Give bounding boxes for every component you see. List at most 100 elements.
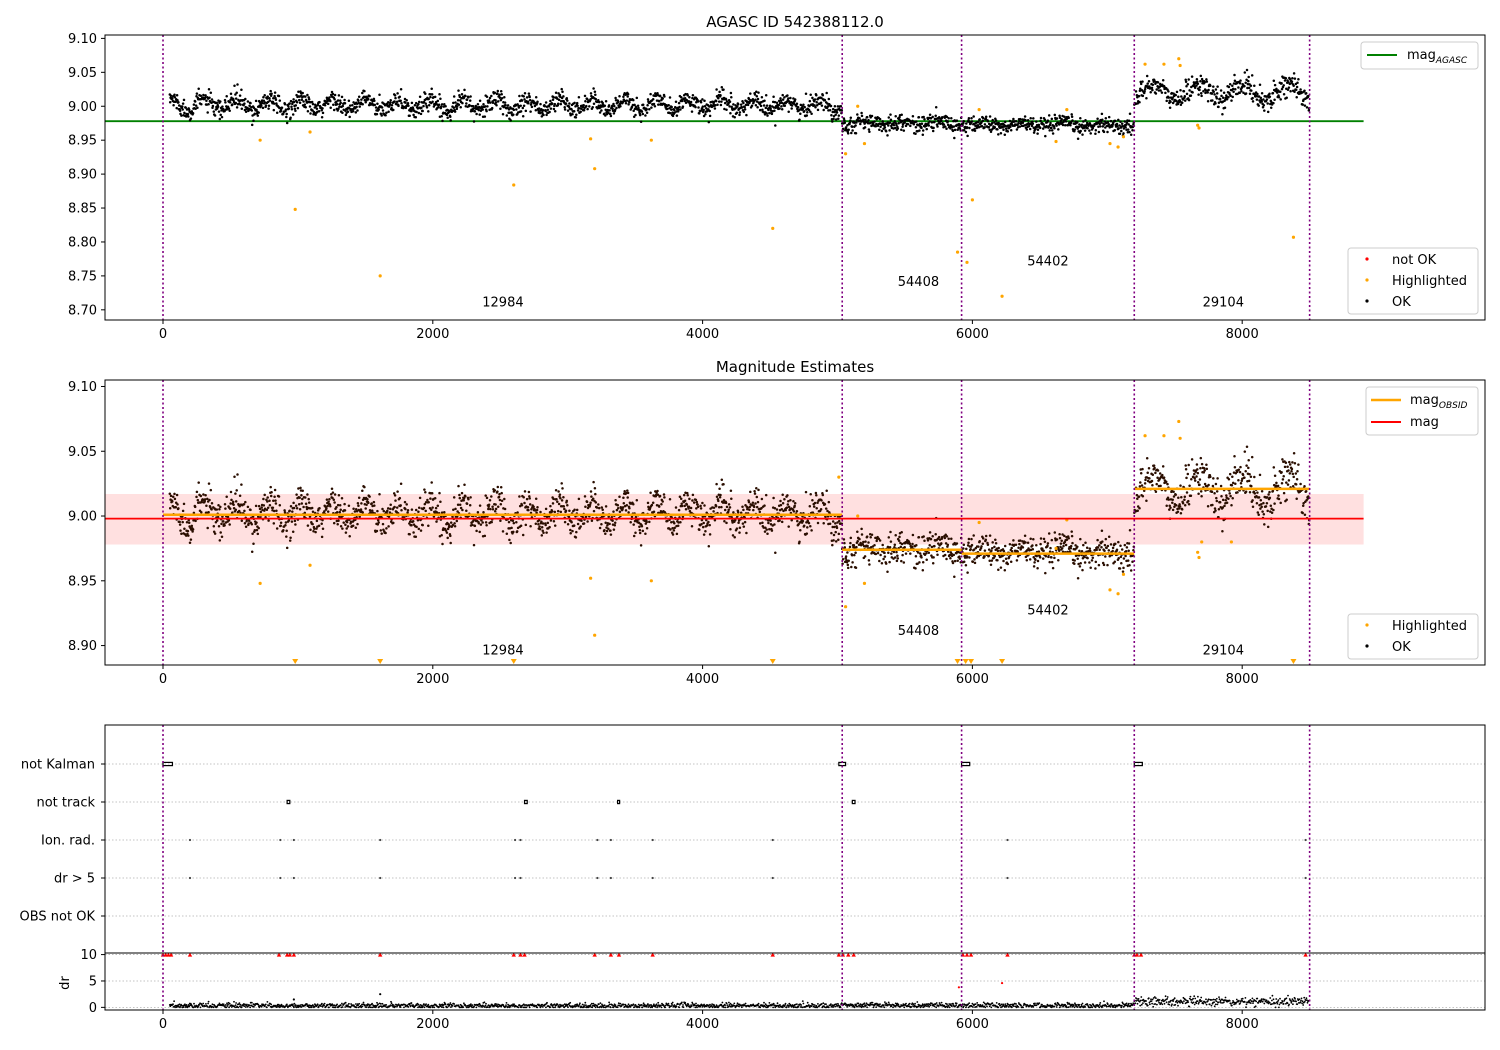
p2-ok-point (1143, 482, 1147, 485)
p2-ok-point (1090, 559, 1094, 562)
p2-ok-point (325, 498, 329, 501)
p1-ok-point (670, 105, 673, 109)
p1-ok-point (1034, 127, 1037, 131)
p1-ok-point (1058, 114, 1061, 118)
p1-ok-point (261, 106, 265, 110)
p1-ok-point (962, 128, 966, 132)
p1-xtick-label: 2000 (416, 327, 449, 342)
p1-ok-point (936, 125, 939, 128)
p1-ok-point (1186, 83, 1190, 86)
p2-ok-point (496, 485, 500, 489)
p2-ok-point (507, 520, 511, 524)
p2-ok-point (325, 507, 328, 510)
p2-ok-point (1012, 539, 1015, 542)
p2-ok-point (449, 534, 452, 538)
p2-ok-point (718, 487, 721, 490)
p1-ok-point (1097, 130, 1101, 134)
p1-ok-point (783, 104, 787, 108)
p1-ok-point (228, 109, 231, 112)
p2-ok-point (451, 523, 455, 527)
p2-ok-point (1053, 531, 1057, 534)
p2-ok-point (365, 503, 368, 506)
p1-ok-point (592, 87, 595, 90)
p2-ok-point (809, 492, 812, 496)
p2-ok-point (404, 507, 407, 511)
p2-ok-point (613, 524, 617, 527)
p2-ok-point (398, 496, 402, 500)
p1-ok-point (398, 95, 402, 99)
p1-ok-point (1124, 125, 1127, 129)
p2-ok-point (888, 560, 891, 564)
p1-ok-point (952, 125, 956, 128)
p1-ok-point (1104, 117, 1108, 120)
p2-ok-point (290, 520, 294, 523)
p2-ok-point (272, 522, 276, 525)
p2-ok-point (1103, 549, 1106, 553)
p2-ok-point (501, 530, 505, 533)
p1-ok-point (945, 115, 949, 119)
p2-ok-point (930, 545, 934, 549)
p2-ok-point (553, 524, 557, 527)
p1-ok-point (802, 103, 805, 107)
p1-ok-point (1030, 124, 1034, 128)
p1-ok-point (653, 105, 657, 108)
p2-ok-point (1098, 548, 1101, 552)
p1-ok-point (553, 102, 557, 106)
p2-ok-point (412, 531, 415, 534)
p1-ok-point (234, 97, 238, 100)
p1-ok-point (1271, 91, 1275, 95)
p1-ok-point (860, 111, 863, 115)
p2-ok-point (333, 493, 337, 496)
p2-ok-point (1059, 542, 1063, 545)
p2-ok-point (592, 509, 596, 513)
p1-ok-point (430, 93, 434, 96)
p2-ok-point (1053, 556, 1056, 560)
p1-ok-point (1206, 91, 1209, 94)
p1-ok-point (912, 123, 916, 126)
p2-ok-point (700, 522, 703, 526)
p1-ok-point (934, 106, 938, 109)
p2-ok-point (196, 498, 200, 502)
p2-ok-point (534, 497, 538, 501)
p1-ok-point (801, 107, 805, 111)
p2-ok-point (351, 524, 355, 527)
p1-ok-point (517, 106, 521, 109)
p1-ok-point (225, 94, 228, 98)
p1-ok-point (414, 101, 418, 105)
p1-ok-point (1070, 115, 1074, 118)
p1-ok-point (338, 99, 342, 102)
p2-ok-point (560, 499, 564, 502)
p1-ok-point (375, 112, 379, 116)
p1-ok-point (1229, 94, 1232, 98)
p2-ok-point (195, 490, 199, 494)
p1-ok-point (967, 118, 970, 122)
p1-ok-point (332, 108, 336, 112)
p1-ok-point (980, 124, 984, 128)
p1-ok-point (460, 93, 464, 96)
p2-ok-point (178, 523, 182, 526)
p2-ok-point (278, 504, 282, 507)
p1-ok-point (291, 113, 295, 116)
p2-ok-point (440, 511, 444, 514)
p1-ok-point (558, 93, 562, 97)
p2-ok-point (903, 545, 906, 549)
p1-ok-point (1246, 86, 1249, 90)
p2-ok-point (1120, 562, 1123, 565)
p2-ok-point (990, 549, 993, 553)
p2-ok-point (928, 531, 932, 534)
p1-ok-point (525, 96, 529, 99)
p1-ok-point (568, 102, 571, 105)
p1-ok-point (714, 103, 717, 107)
p2-ok-point (789, 499, 792, 502)
p1-ok-point (320, 115, 324, 119)
p2-ok-point (337, 519, 340, 522)
p2-ok-point (173, 497, 177, 501)
p1-ok-point (1021, 121, 1025, 124)
p2-ok-point (689, 506, 693, 510)
p1-ok-point (743, 105, 746, 109)
p1-ok-point (187, 108, 191, 112)
p1-ok-point (1198, 85, 1202, 89)
p1-ok-point (820, 96, 823, 100)
p1-highlighted-point (1197, 126, 1201, 130)
